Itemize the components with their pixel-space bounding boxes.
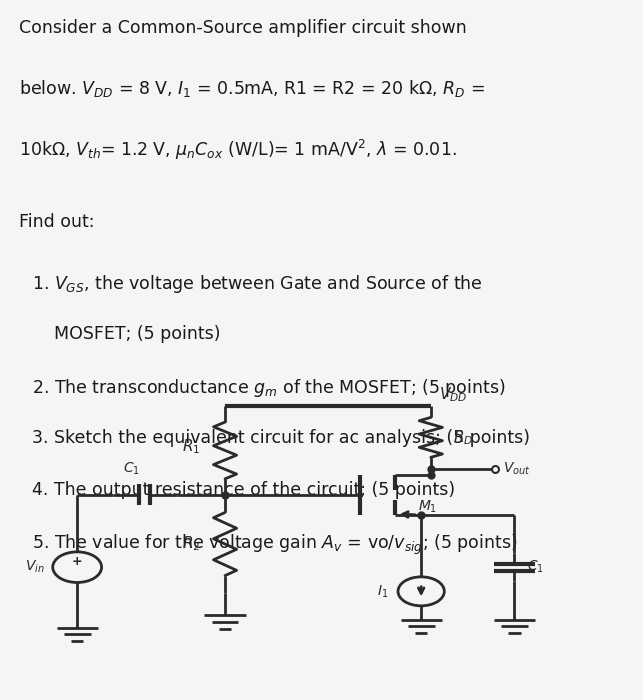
Text: 3. Sketch the equivalent circuit for ac analysis; (5 points): 3. Sketch the equivalent circuit for ac …	[32, 428, 530, 447]
Text: MOSFET; (5 points): MOSFET; (5 points)	[32, 325, 220, 342]
Text: Consider a Common-Source amplifier circuit shown: Consider a Common-Source amplifier circu…	[19, 18, 467, 36]
Text: $R_1$: $R_1$	[183, 437, 201, 456]
Text: $M_1$: $M_1$	[418, 498, 437, 515]
Text: $V_{in}$: $V_{in}$	[25, 559, 45, 575]
Text: $R_D$: $R_D$	[453, 428, 474, 447]
Text: $C_1$: $C_1$	[527, 559, 544, 575]
Text: 2. The transconductance $g_m$ of the MOSFET; (5 points): 2. The transconductance $g_m$ of the MOS…	[32, 377, 505, 398]
Text: $V_{DD}$: $V_{DD}$	[439, 386, 467, 404]
Text: Find out:: Find out:	[19, 213, 95, 231]
Text: $V_{out}$: $V_{out}$	[503, 461, 530, 477]
Text: below. $V_{DD}$ = 8 V, $I_1$ = 0.5mA, R1 = R2 = 20 k$\Omega$, $R_D$ =: below. $V_{DD}$ = 8 V, $I_1$ = 0.5mA, R1…	[19, 78, 485, 99]
Text: +: +	[72, 555, 82, 568]
Text: $C_1$: $C_1$	[123, 460, 140, 477]
Text: 4. The output resistance of the circuit; (5 points): 4. The output resistance of the circuit;…	[32, 480, 455, 498]
Text: 10k$\Omega$, $V_{th}$= 1.2 V, $\mu_n C_{ox}$ (W/L)= 1 mA/V$^2$, $\lambda$ = 0.01: 10k$\Omega$, $V_{th}$= 1.2 V, $\mu_n C_{…	[19, 138, 457, 162]
Text: 5. The value for the voltage gain $A_v$ = vo/$v_{sig}$; (5 points): 5. The value for the voltage gain $A_v$ …	[32, 533, 517, 557]
Text: $R_2$: $R_2$	[183, 535, 201, 554]
Text: $I_1$: $I_1$	[377, 583, 388, 599]
Text: 1. $V_{GS}$, the voltage between Gate and Source of the: 1. $V_{GS}$, the voltage between Gate an…	[32, 272, 482, 295]
